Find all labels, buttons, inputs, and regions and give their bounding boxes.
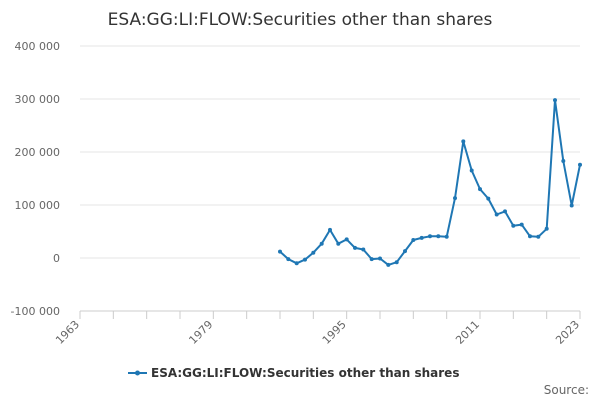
data-point[interactable]: [361, 247, 366, 252]
y-tick-label: -100 000: [11, 305, 60, 318]
y-axis: -100 000 0 100 000 200 000 300 000 400 000: [11, 40, 60, 318]
data-point[interactable]: [278, 249, 282, 254]
data-point[interactable]: [444, 234, 449, 239]
data-point[interactable]: [569, 203, 574, 208]
y-tick-label: 100 000: [15, 199, 61, 212]
data-point[interactable]: [294, 261, 299, 266]
data-point[interactable]: [378, 256, 382, 261]
data-point[interactable]: [536, 234, 541, 239]
data-point[interactable]: [453, 196, 457, 201]
data-point[interactable]: [394, 260, 399, 265]
data-point[interactable]: [461, 139, 466, 144]
data-point[interactable]: [486, 196, 491, 201]
x-tick-label: 2011: [453, 318, 482, 347]
data-point[interactable]: [578, 162, 582, 167]
y-tick-label: 200 000: [15, 146, 61, 159]
data-point[interactable]: [553, 98, 557, 103]
data-point[interactable]: [478, 187, 482, 192]
data-point[interactable]: [428, 234, 432, 239]
x-tick-label: 1995: [320, 318, 349, 347]
data-point[interactable]: [403, 249, 407, 254]
data-point[interactable]: [494, 212, 499, 217]
y-tick-label: 0: [53, 252, 60, 265]
data-point[interactable]: [503, 209, 507, 214]
data-point[interactable]: [469, 168, 474, 173]
data-point[interactable]: [286, 257, 291, 262]
series-line: [279, 99, 581, 266]
gridlines: [80, 45, 580, 259]
legend-marker-swatch: [135, 370, 140, 376]
x-tick-label: 1979: [186, 318, 215, 347]
plot-area: [278, 98, 582, 267]
y-tick-label: 300 000: [15, 93, 61, 106]
legend[interactable]: ESA:GG:LI:FLOW:Securities other than sha…: [128, 366, 459, 380]
data-point[interactable]: [369, 257, 374, 262]
data-point[interactable]: [353, 245, 357, 250]
data-point[interactable]: [561, 159, 566, 163]
chart-title: ESA:GG:LI:FLOW:Securities other than sha…: [108, 10, 493, 30]
data-point[interactable]: [436, 234, 441, 239]
data-point[interactable]: [411, 238, 416, 242]
data-point[interactable]: [419, 235, 424, 240]
data-point[interactable]: [328, 227, 332, 232]
source-label[interactable]: Source:: [544, 383, 589, 397]
data-point[interactable]: [386, 262, 391, 267]
data-point[interactable]: [303, 257, 307, 262]
x-tick-label: 1963: [53, 318, 82, 347]
x-tick-label: 2023: [553, 318, 582, 347]
data-point[interactable]: [511, 223, 516, 228]
data-point[interactable]: [528, 234, 532, 239]
x-axis: 1963 1979 1995 2011 2023: [53, 310, 582, 347]
data-point[interactable]: [519, 222, 524, 227]
data-point[interactable]: [344, 237, 349, 242]
data-point[interactable]: [311, 250, 316, 255]
data-point[interactable]: [544, 226, 549, 231]
y-tick-label: 400 000: [15, 40, 61, 53]
legend-label: ESA:GG:LI:FLOW:Securities other than sha…: [151, 366, 459, 380]
data-point[interactable]: [336, 241, 341, 246]
data-point[interactable]: [319, 241, 324, 246]
